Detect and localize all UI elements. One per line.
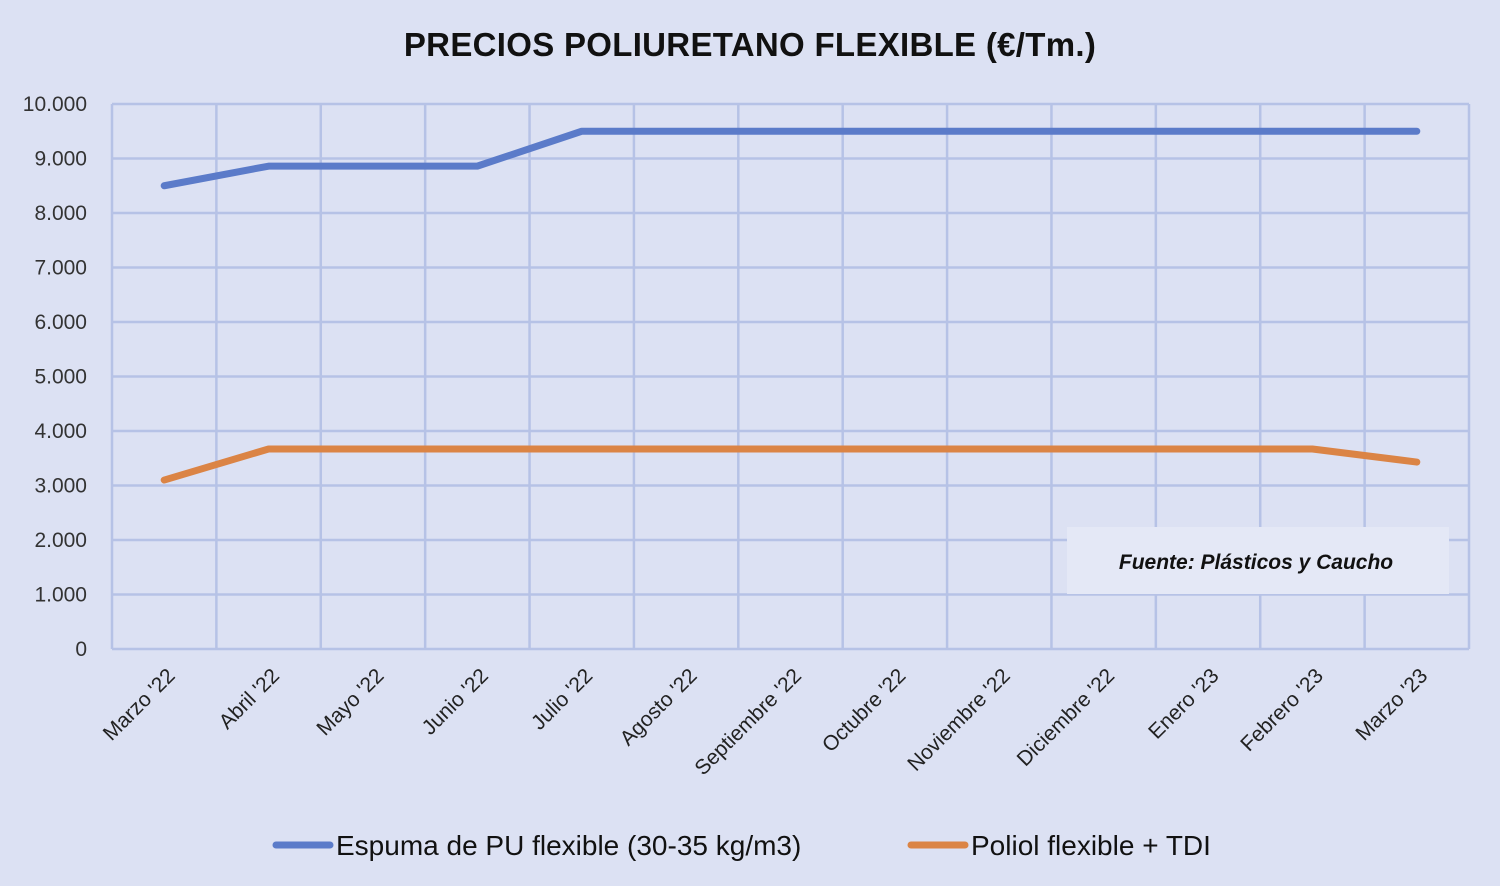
- y-tick-label: 10.000: [23, 93, 87, 116]
- x-tick-label: Septiembre '22: [690, 664, 806, 780]
- x-tick-label: Marzo '22: [99, 664, 180, 745]
- legend: Espuma de PU flexible (30-35 kg/m3) Polio…: [272, 830, 1211, 861]
- horizontal-gridlines: [112, 102, 1469, 651]
- x-tick-label: Octubre '22: [818, 664, 911, 757]
- source-annotation-box: [1067, 527, 1449, 594]
- vertical-gridlines: [110, 104, 1471, 649]
- source-annotation: Fuente: Plásticos y Caucho: [1067, 527, 1449, 594]
- legend-label-1: Espuma de PU flexible (30-35 kg/m3): [336, 830, 801, 861]
- x-tick-label: Diciembre '22: [1013, 664, 1120, 771]
- legend-label-2: Poliol flexible + TDI: [971, 830, 1211, 861]
- x-tick-label: Enero '23: [1144, 664, 1223, 743]
- y-tick-label: 2.000: [34, 529, 87, 552]
- x-tick-label: Abril '22: [215, 664, 284, 733]
- y-tick-label: 7.000: [34, 257, 87, 280]
- x-tick-label: Noviembre '22: [903, 664, 1015, 776]
- y-tick-label: 6.000: [34, 311, 87, 334]
- series-line-2: [160, 445, 1421, 484]
- y-tick-label: 0: [75, 638, 87, 661]
- x-tick-label: Marzo '23: [1351, 664, 1432, 745]
- data-series: [160, 127, 1421, 484]
- x-tick-label: Febrero '23: [1236, 664, 1328, 756]
- x-axis-tick-labels: Marzo '22 Abril '22 Mayo '22 Junio '22 Julio…: [99, 664, 1433, 780]
- chart-title: PRECIOS POLIURETANO FLEXIBLE (€/Tm.): [403, 26, 1097, 63]
- x-tick-label: Agosto '22: [616, 664, 702, 750]
- x-tick-label: Mayo '22: [312, 664, 388, 740]
- x-tick-label: Julio '22: [527, 664, 597, 734]
- y-tick-label: 9.000: [34, 148, 87, 171]
- y-tick-label: 5.000: [34, 366, 87, 389]
- y-axis-tick-labels: 0 1.000 2.000 3.000 4.000 5.000 6.000 7.000 8.00…: [23, 93, 87, 661]
- y-tick-label: 8.000: [34, 202, 87, 225]
- source-annotation-text: Fuente: Plásticos y Caucho: [1119, 551, 1393, 574]
- y-tick-label: 1.000: [34, 584, 87, 607]
- y-tick-label: 3.000: [34, 475, 87, 498]
- x-tick-label: Junio '22: [418, 664, 493, 739]
- y-tick-label: 4.000: [34, 420, 87, 443]
